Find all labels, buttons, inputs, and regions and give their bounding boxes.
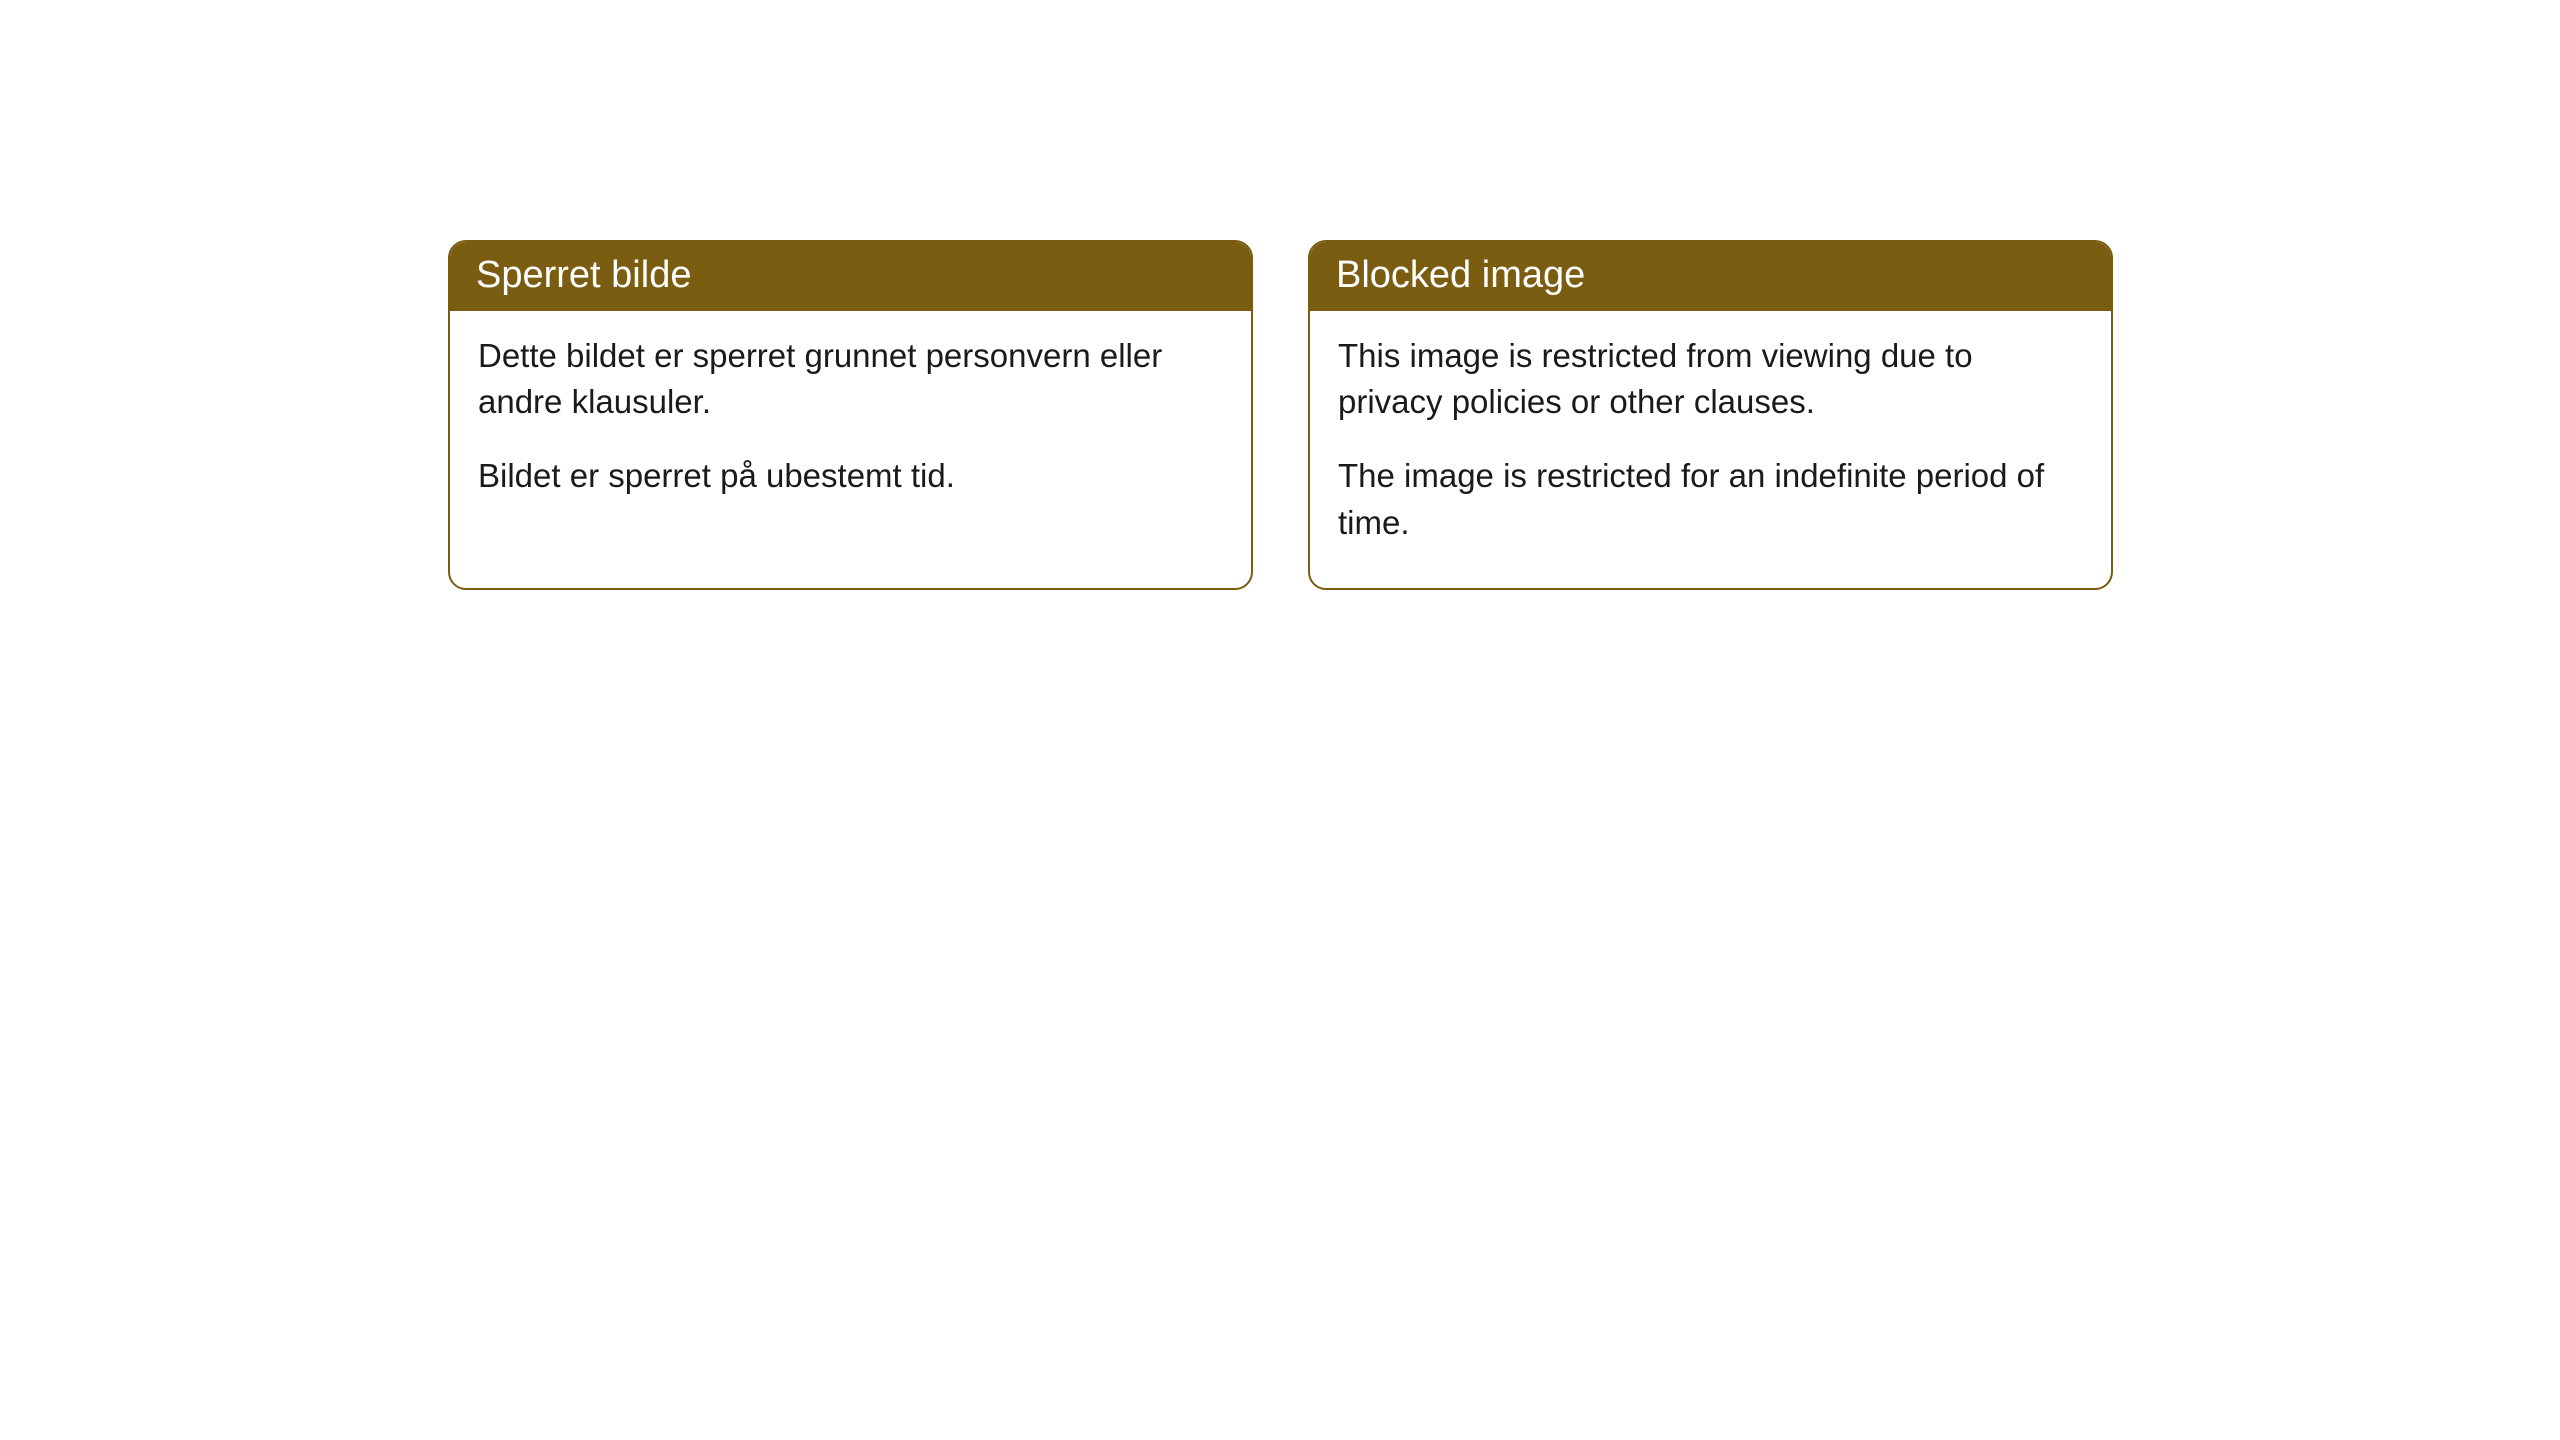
card-header-en: Blocked image: [1310, 242, 2111, 311]
card-paragraph-1-no: Dette bildet er sperret grunnet personve…: [478, 333, 1223, 425]
card-body-no: Dette bildet er sperret grunnet personve…: [450, 311, 1251, 542]
cards-container: Sperret bilde Dette bildet er sperret gr…: [448, 240, 2113, 590]
card-paragraph-2-en: The image is restricted for an indefinit…: [1338, 453, 2083, 545]
blocked-image-card-en: Blocked image This image is restricted f…: [1308, 240, 2113, 590]
card-body-en: This image is restricted from viewing du…: [1310, 311, 2111, 588]
card-header-no: Sperret bilde: [450, 242, 1251, 311]
card-paragraph-2-no: Bildet er sperret på ubestemt tid.: [478, 453, 1223, 499]
card-paragraph-1-en: This image is restricted from viewing du…: [1338, 333, 2083, 425]
blocked-image-card-no: Sperret bilde Dette bildet er sperret gr…: [448, 240, 1253, 590]
